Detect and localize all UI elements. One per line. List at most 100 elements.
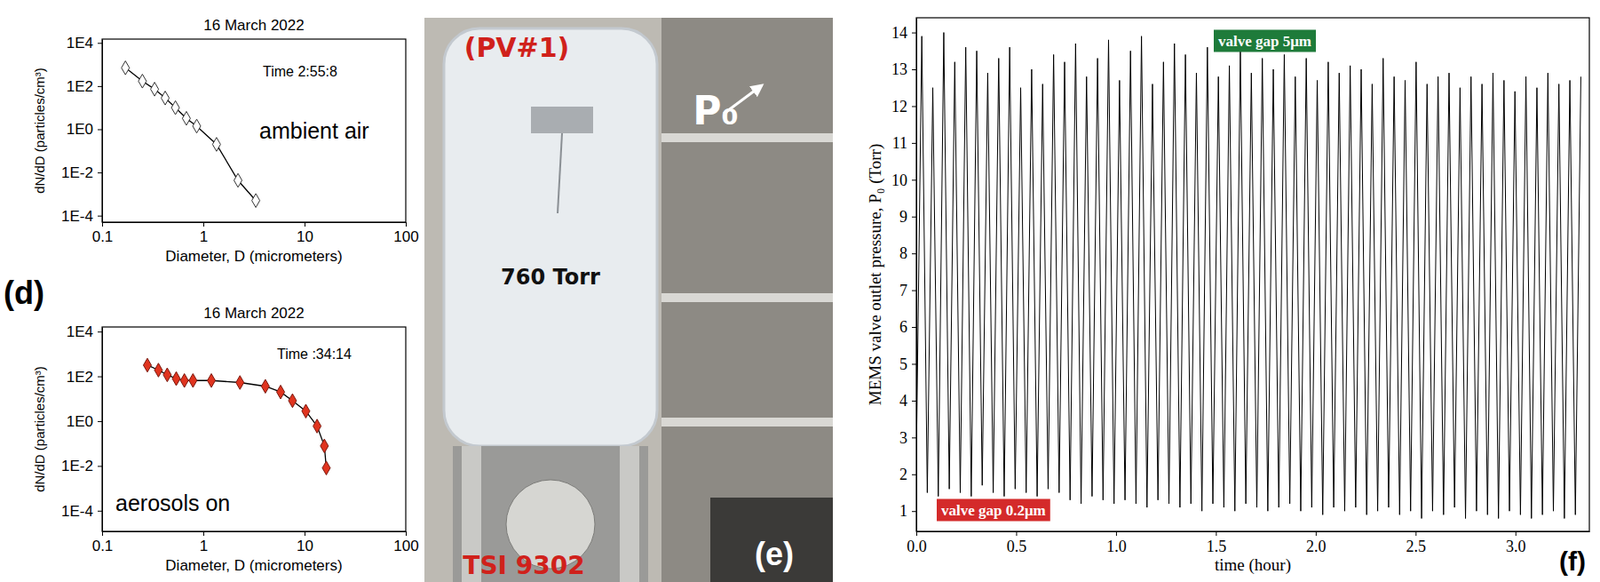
jar-mount: [530, 106, 594, 134]
tick-mark: [405, 221, 407, 227]
tick: 1E0: [66, 412, 103, 430]
plot-area: [121, 61, 261, 208]
tick: 100: [393, 221, 419, 246]
tick-label: 1E-2: [61, 457, 94, 475]
tick-mark: [304, 221, 306, 227]
marker: [288, 393, 297, 408]
tick-label: 1E-4: [61, 207, 94, 225]
marker: [142, 357, 151, 373]
tick-mark: [97, 465, 103, 467]
stand-rail: [619, 445, 640, 582]
plot-area: [142, 357, 331, 475]
plot-area: [916, 32, 1581, 519]
tick-label: 7: [899, 281, 908, 300]
tick: 1.0: [1106, 530, 1127, 555]
tick-label: 1E0: [66, 120, 94, 138]
tick-label: 9: [899, 207, 908, 226]
tick: 1: [199, 221, 208, 246]
tick: 0.1: [92, 221, 114, 246]
tick-mark: [911, 363, 917, 365]
axis-line: [916, 18, 918, 532]
plot-frame: [102, 39, 406, 222]
tick-mark: [911, 179, 917, 181]
y-axis-title: MEMS valve outlet pressure, P₀ (Torr): [865, 143, 886, 405]
tick: 1E4: [66, 323, 103, 341]
tick: 6: [899, 317, 917, 336]
tick-label: 1E4: [66, 323, 94, 341]
tick: 1E2: [66, 78, 103, 96]
tick-mark: [911, 436, 917, 438]
chart: 0.11101001E41E21E01E-21E-416 March 2022D…: [31, 16, 420, 265]
marker: [212, 137, 221, 152]
marker: [207, 372, 216, 388]
tick-mark: [911, 290, 917, 292]
jar-wire: [557, 133, 563, 214]
equipment-rack: [661, 17, 833, 582]
shelf: [661, 133, 833, 143]
y-axis: 1234567891011121314: [891, 18, 918, 532]
tick-mark: [304, 530, 306, 536]
tick-mark: [911, 510, 917, 512]
tick-mark: [203, 530, 205, 536]
marker: [154, 363, 163, 378]
marker: [189, 372, 198, 388]
chart: 0.00.51.01.52.02.53.01234567891011121314…: [865, 17, 1591, 575]
tick: 1E4: [66, 34, 103, 52]
tick-mark: [405, 530, 407, 536]
tick-label: 0.5: [1006, 537, 1028, 555]
tick-label: 1E-2: [61, 164, 94, 182]
x-axis-title: Diameter, D (micrometers): [165, 556, 342, 574]
marker: [182, 110, 191, 126]
marker: [322, 460, 331, 476]
annotation-background: [1213, 30, 1316, 53]
tick-label: 2.5: [1406, 537, 1427, 555]
annotation-background: [936, 499, 1051, 522]
tick: 11: [892, 134, 917, 152]
tick-mark: [97, 215, 103, 217]
tick-mark: [911, 400, 917, 402]
stand: [452, 445, 649, 582]
tick-label: 10: [296, 228, 314, 246]
tick-mark: [97, 128, 103, 130]
tick-mark: [911, 32, 917, 34]
marker: [252, 193, 261, 208]
panel-label: (e): [754, 535, 794, 572]
tick: 1E-2: [61, 164, 103, 182]
photo: (PV#1)760 TorrP₀TSI 9302: [424, 17, 833, 582]
chart-title: 16 March 2022: [203, 16, 304, 34]
tick-label: 6: [899, 317, 908, 336]
tick: 3: [899, 428, 917, 447]
y-axis: 1E4 1E2 1E0 1E-2 1E-4: [61, 34, 103, 224]
tick-label: 1.0: [1106, 537, 1127, 555]
marker: [150, 82, 159, 97]
tick-mark: [97, 376, 103, 378]
x-axis: 0.1 1 10 100: [92, 221, 420, 246]
annotation: Time 2:55:8: [262, 63, 338, 80]
annotation: ambient air: [259, 118, 370, 143]
tick: 9: [899, 207, 917, 226]
marker: [163, 367, 172, 382]
tick: 1: [199, 530, 208, 555]
tick-label: 100: [393, 228, 419, 246]
tick-label: 1E2: [66, 367, 94, 385]
marker: [138, 73, 147, 88]
annotation: valve gap 0.2μm: [941, 501, 1046, 519]
tick: 1E-2: [61, 457, 103, 475]
tick-label: 1E2: [66, 78, 94, 96]
series-line: [916, 32, 1581, 519]
tick-label: 14: [891, 23, 908, 42]
tick-label: 0.1: [92, 228, 114, 246]
panel-label: (d): [3, 274, 45, 311]
annotation: valve gap 5μm: [1218, 32, 1312, 50]
tick-label: 8: [899, 244, 908, 262]
photo-label: TSI 9302: [462, 550, 585, 580]
tick-label: 13: [891, 60, 908, 79]
tick-label: 1E-4: [61, 502, 94, 520]
tick: 0.1: [92, 530, 114, 555]
tick: 1E-4: [61, 207, 103, 225]
tick-label: 100: [393, 537, 419, 555]
tick-mark: [97, 510, 103, 512]
tick-mark: [911, 69, 917, 71]
tick: 1.5: [1206, 530, 1228, 555]
tick: 10: [296, 530, 314, 555]
